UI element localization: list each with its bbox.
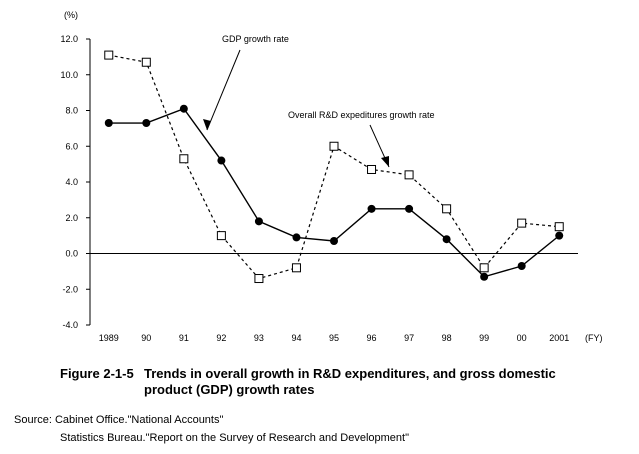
source-line-1: Source: Cabinet Office."National Account… xyxy=(14,414,224,426)
x-tick-label: 99 xyxy=(479,333,489,343)
y-tick-labels: 12.0 10.0 8.0 6.0 4.0 2.0 0.0 -2.0 -4.0 xyxy=(60,34,78,330)
y-tick-label: -2.0 xyxy=(62,284,78,294)
y-tick-label: 2.0 xyxy=(65,213,78,223)
gdp-annotation: GDP growth rate xyxy=(222,34,289,44)
gdp-data-point xyxy=(442,235,451,244)
rd-data-point xyxy=(404,170,414,180)
gdp-data-point xyxy=(330,236,338,245)
gdp-annotation-arrow xyxy=(206,49,241,131)
rd-arrowhead xyxy=(381,156,389,167)
rd-annotation: Overall R&D expeditures growth rate xyxy=(288,110,435,120)
x-tick-label: 97 xyxy=(404,333,414,343)
figure-caption: Figure 2-1-5 Trends in overall growth in … xyxy=(60,366,620,398)
x-tick-labels: 1989 90 91 92 93 94 95 96 97 98 99 00 2001 xyxy=(99,333,569,343)
x-tick-label: 00 xyxy=(517,333,527,343)
gdp-data-point xyxy=(217,156,226,165)
figure-number: Figure 2-1-5 xyxy=(60,366,134,381)
rd-data-point xyxy=(141,57,151,67)
x-unit-label: (FY) xyxy=(585,333,603,343)
gdp-data-point xyxy=(405,204,414,213)
x-tick-label: 92 xyxy=(216,333,226,343)
rd-data-point xyxy=(442,204,452,214)
rd-data-point xyxy=(554,222,564,232)
gdp-data-point xyxy=(142,119,151,128)
rd-data-point xyxy=(179,154,189,164)
y-tick-label: 4.0 xyxy=(65,177,78,187)
gdp-data-point xyxy=(179,104,188,113)
y-tick-label: 8.0 xyxy=(65,106,78,116)
gdp-data-point xyxy=(292,233,301,242)
y-unit-label: (%) xyxy=(64,10,78,20)
x-tick-label: 90 xyxy=(141,333,151,343)
rd-data-point xyxy=(104,50,114,60)
gdp-growth-line xyxy=(108,107,560,278)
series-layer xyxy=(104,50,564,284)
rd-data-point xyxy=(329,141,339,151)
gdp-data-point xyxy=(254,217,263,226)
rd-data-point xyxy=(254,274,264,284)
gdp-arrowhead xyxy=(203,119,211,130)
x-tick-label: 91 xyxy=(179,333,189,343)
gdp-data-point xyxy=(367,204,376,213)
rd-data-point xyxy=(367,164,377,174)
y-tick-label: 6.0 xyxy=(65,141,78,151)
rd-data-point xyxy=(291,263,301,273)
x-tick-label: 93 xyxy=(254,333,264,343)
y-tick-label: 0.0 xyxy=(65,249,78,259)
rd-growth-line xyxy=(108,54,560,280)
rd-data-point xyxy=(479,263,489,273)
source-line-2: Statistics Bureau."Report on the Survey … xyxy=(60,432,409,444)
rd-data-point xyxy=(517,218,527,228)
chart: (%) (FY) GDP growth rate Overall R&D exp… xyxy=(60,10,603,343)
gdp-data-point xyxy=(104,119,113,128)
y-tick-label: 12.0 xyxy=(60,34,78,44)
x-tick-label: 94 xyxy=(291,333,301,343)
figure-title: Trends in overall growth in R&D expendit… xyxy=(144,366,556,397)
y-tick-label: 10.0 xyxy=(60,70,78,80)
axes xyxy=(86,38,578,326)
x-tick-label: 95 xyxy=(329,333,339,343)
x-tick-label: 1989 xyxy=(99,333,119,343)
x-tick-label: 96 xyxy=(367,333,377,343)
gdp-data-point xyxy=(480,272,489,281)
y-tick-label: -4.0 xyxy=(62,320,78,330)
x-tick-label: 2001 xyxy=(549,333,569,343)
rd-data-point xyxy=(216,231,226,241)
gdp-data-point xyxy=(517,262,526,271)
gdp-data-point xyxy=(555,231,564,240)
x-tick-label: 98 xyxy=(442,333,452,343)
